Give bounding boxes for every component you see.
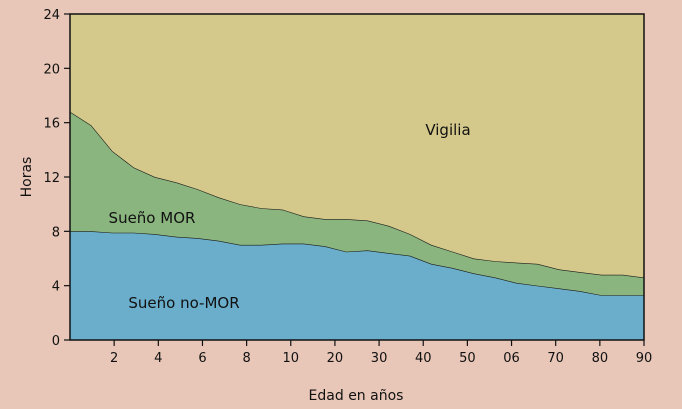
x-tick-label: 4: [154, 351, 162, 366]
x-axis-title: Edad en años: [309, 388, 404, 404]
x-tick-label: 50: [459, 351, 476, 366]
y-tick-label: 12: [43, 171, 60, 186]
area-sue-o-no-mor: [70, 231, 644, 340]
y-tick-label: 16: [43, 117, 60, 132]
region-label-sueno-mor: Sueño MOR: [109, 209, 196, 227]
x-tick-label: 06: [503, 351, 520, 366]
x-tick-label: 30: [371, 351, 388, 366]
x-tick-label: 8: [242, 351, 250, 366]
y-tick-label: 0: [52, 334, 60, 349]
x-tick-label: 2: [110, 351, 118, 366]
area-vigilia: [70, 14, 644, 278]
x-tick-label: 6: [198, 351, 206, 366]
region-label-vigilia: Vigilia: [425, 121, 470, 139]
x-tick-label: 90: [636, 351, 653, 366]
y-tick-label: 24: [43, 8, 60, 23]
y-tick-label: 4: [52, 280, 60, 295]
y-tick-label: 8: [52, 225, 60, 240]
y-axis: 0 4 8 12 16 20 24: [43, 8, 70, 349]
x-tick-label: 70: [547, 351, 564, 366]
x-tick-label: 20: [327, 351, 344, 366]
x-axis: 2 4 6 8 10 20 30 40 50 06 70 80 90: [110, 340, 652, 366]
area-sue-o-mor: [70, 111, 644, 296]
x-tick-label: 10: [282, 351, 299, 366]
y-tick-label: 20: [43, 62, 60, 77]
region-label-sueno-no-mor: Sueño no-MOR: [128, 294, 239, 312]
y-axis-title: Horas: [19, 157, 35, 198]
x-tick-label: 40: [415, 351, 432, 366]
area-series-group: [69, 14, 645, 340]
x-tick-label: 80: [592, 351, 609, 366]
